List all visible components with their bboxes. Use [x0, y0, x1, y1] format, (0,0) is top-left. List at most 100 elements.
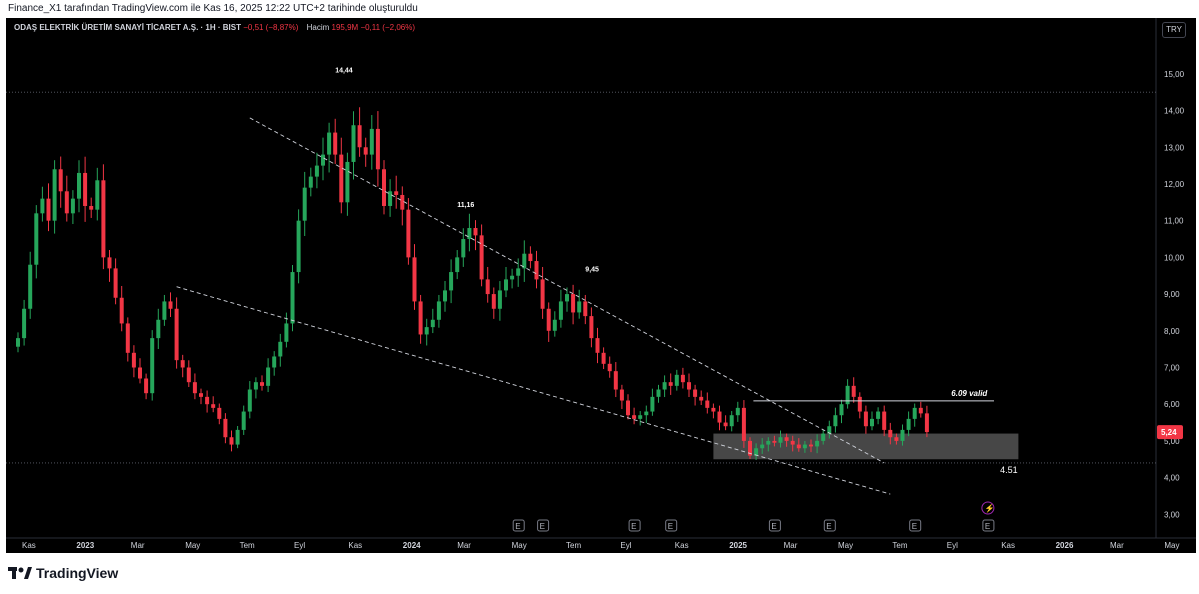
chart-panel[interactable]: 15,00 14,00 13,00 12,00 11,00 10,00 9,00 8,00 7,…: [6, 18, 1196, 553]
candle-body: [583, 301, 587, 316]
time-tick-label: Mar: [131, 541, 145, 550]
candle-body: [882, 412, 886, 430]
candle-body: [144, 379, 148, 394]
candle-body: [47, 199, 51, 221]
candle-body: [199, 393, 203, 397]
attribution-bar: Finance_X1 tarafından TradingView.com il…: [0, 0, 1199, 18]
candle-body: [650, 397, 654, 412]
candle-body: [864, 412, 868, 427]
candle-body: [211, 404, 215, 408]
candle-body: [510, 276, 514, 280]
candle-body: [272, 356, 276, 367]
price-tick-label: 6,00: [1164, 400, 1180, 409]
currency-button[interactable]: TRY: [1162, 22, 1186, 38]
time-tick-label: May: [1164, 541, 1179, 550]
candle-body: [669, 382, 673, 386]
time-tick-label: Mar: [457, 541, 471, 550]
support-zone-rect[interactable]: [713, 434, 1018, 460]
candle-body: [187, 367, 191, 382]
candle-body: [876, 412, 880, 419]
trendline[interactable]: [177, 287, 891, 494]
candle-body: [474, 228, 478, 235]
candle-body: [205, 397, 209, 404]
earnings-event-label: E: [540, 522, 545, 531]
time-tick-label: Kas: [22, 541, 36, 550]
candle-body: [303, 188, 307, 221]
candle-body: [333, 133, 337, 155]
candle-body: [461, 239, 465, 257]
price-tick-label: 9,00: [1164, 290, 1180, 299]
peak-label-1444: 14,44: [335, 67, 353, 74]
candle-body: [284, 323, 288, 341]
candle-body: [34, 213, 38, 264]
tradingview-logo[interactable]: TradingView: [8, 565, 118, 581]
candle-body: [370, 129, 374, 155]
candle-body: [394, 191, 398, 195]
candle-body: [297, 221, 301, 272]
candle-body: [602, 353, 606, 364]
candle-body: [840, 404, 844, 415]
candle-body: [22, 309, 26, 338]
candle-body: [65, 191, 69, 213]
candle-body: [535, 261, 539, 279]
candle-body: [169, 301, 173, 308]
candle-body: [406, 210, 410, 258]
candle-body: [742, 408, 746, 441]
candle-body: [419, 301, 423, 334]
candle-body: [638, 415, 642, 419]
candle-body: [626, 401, 630, 416]
candle-body: [431, 320, 435, 327]
candle-body: [833, 415, 837, 426]
candle-body: [681, 375, 685, 382]
volume-change: −0,11 (−2,06%): [360, 23, 415, 32]
candle-body: [492, 294, 496, 309]
candle-body: [913, 408, 917, 419]
candle-body: [162, 301, 166, 319]
price-tick-label: 4,00: [1164, 474, 1180, 483]
candle-body: [705, 401, 709, 408]
candle-body: [663, 382, 667, 389]
candle-body: [449, 272, 453, 290]
candle-body: [16, 338, 20, 347]
candle-body: [632, 415, 636, 419]
candle-body: [736, 408, 740, 415]
candle-body: [730, 415, 734, 426]
candle-body: [223, 419, 227, 437]
candle-body: [870, 419, 874, 426]
candle-body: [577, 301, 581, 312]
last-price-label: 5,24: [1161, 428, 1177, 437]
candle-body: [230, 437, 234, 444]
candle-body: [766, 441, 770, 445]
candle-body: [339, 155, 343, 203]
candle-body: [388, 191, 392, 206]
peak-label-945: 9,45: [585, 267, 599, 274]
candle-body: [498, 290, 502, 308]
candle-body: [248, 390, 252, 412]
candle-body: [486, 279, 490, 294]
candle-body: [888, 430, 892, 437]
candle-body: [382, 169, 386, 206]
price-tick-label: 3,00: [1164, 510, 1180, 519]
candle-body: [132, 353, 136, 368]
candle-body: [772, 441, 776, 443]
price-tick-label: 7,00: [1164, 363, 1180, 372]
candle-body: [108, 257, 112, 268]
candle-body: [400, 195, 404, 210]
price-change: −0,51 (−8,87%): [243, 23, 298, 32]
candle-body: [291, 272, 295, 323]
candle-body: [455, 257, 459, 272]
candle-body: [101, 180, 105, 257]
candle-body: [675, 375, 679, 386]
price-tick-label: 14,00: [1164, 107, 1185, 116]
time-tick-label: Tem: [566, 541, 581, 550]
time-tick-label: Kas: [1001, 541, 1015, 550]
valid-label: 6.09 valid: [951, 389, 988, 398]
tradingview-icon: [8, 566, 32, 580]
candle-body: [559, 301, 563, 319]
candle-body: [266, 367, 270, 385]
candle-body: [150, 338, 154, 393]
price-chart[interactable]: 15,00 14,00 13,00 12,00 11,00 10,00 9,00 8,00 7,…: [6, 18, 1196, 553]
time-tick-label: Tem: [892, 541, 907, 550]
candle-body: [785, 437, 789, 441]
candle-body: [242, 412, 246, 430]
